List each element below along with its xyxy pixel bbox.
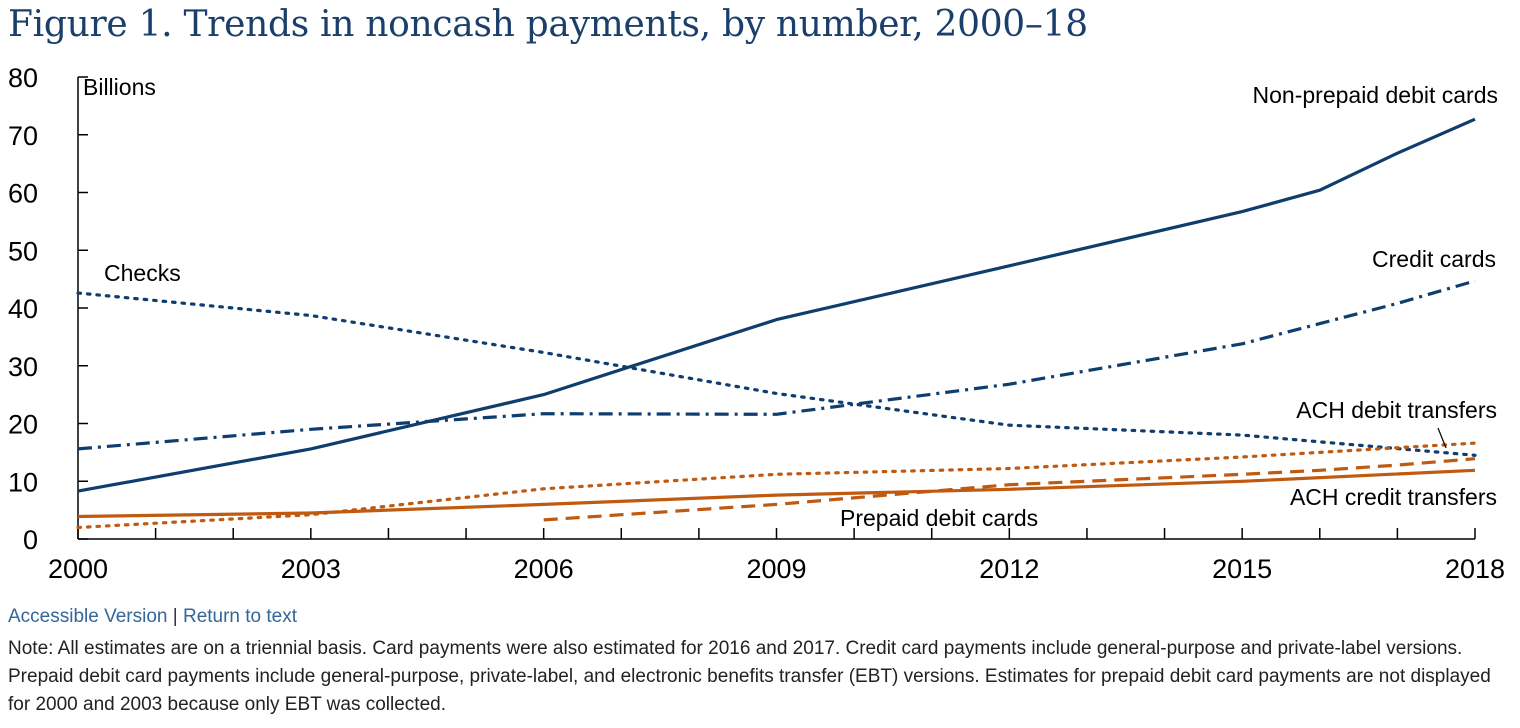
y-tick-label: 40 [8,294,38,324]
y-tick-label: 50 [8,236,38,266]
y-axis-label: Billions [83,74,156,100]
y-tick-label: 30 [8,352,38,382]
series-line-non-prepaid-debit-cards [77,117,1476,493]
link-separator: | [172,606,178,627]
series-line-checks [76,291,1477,457]
y-tick-label: 10 [8,467,38,497]
series-label-non-prepaid-debit-cards: Non-prepaid debit cards [1253,82,1498,108]
series-labels: Non-prepaid debit cards Credit cards Check… [104,82,1498,531]
series-label-ach-debit-transfers: ACH debit transfers [1296,397,1497,423]
series-line-prepaid-debit-cards [543,457,1476,522]
chart-note: Note: All estimates are on a triennial b… [8,638,1491,715]
y-tick-label: 60 [8,179,38,209]
x-tick-label: 2000 [48,554,108,584]
x-tick-label: 2006 [514,554,574,584]
series-line-ach-credit-transfers [77,468,1476,519]
x-tick-label: 2015 [1212,554,1272,584]
series-line-credit-cards [77,279,1476,451]
link-bar: Accessible Version | Return to text [8,606,297,628]
series-label-prepaid-debit-cards: Prepaid debit cards [840,505,1038,531]
x-tick-label: 2018 [1445,554,1505,584]
x-tick-label: 2003 [281,554,341,584]
label-leader-line [1437,427,1447,449]
x-tick-label: 2012 [979,554,1039,584]
x-tick-label: 2009 [746,554,806,584]
series-lines [76,117,1477,530]
y-tick-label: 20 [8,410,38,440]
y-tick-label: 80 [8,63,38,93]
series-label-checks: Checks [104,260,181,286]
accessible-version-link[interactable]: Accessible Version [8,606,168,627]
x-axis: 2000 2003 2006 2009 2012 2015 2018 [48,528,1505,584]
series-label-credit-cards: Credit cards [1372,246,1496,272]
return-to-text-link[interactable]: Return to text [182,606,298,627]
series-label-ach-credit-transfers: ACH credit transfers [1290,484,1497,510]
chart-title: Figure 1. Trends in noncash payments, by… [8,4,1088,45]
y-tick-label: 70 [8,121,38,151]
y-tick-label: 0 [23,525,38,555]
y-axis: 0 10 20 30 40 50 60 70 80 Billions [8,63,156,555]
